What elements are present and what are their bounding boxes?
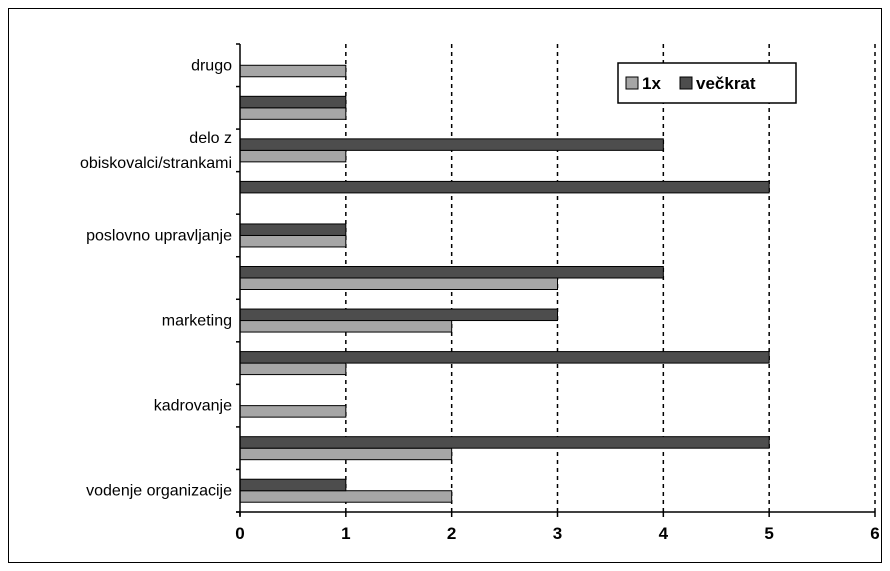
bar-veckrat-7	[239, 180, 770, 194]
bar-1x-8	[239, 149, 347, 163]
legend-swatch-1x	[625, 76, 639, 90]
x-tick-label-3: 3	[553, 524, 562, 543]
x-tick-label-6: 6	[870, 524, 879, 543]
x-tick-label-5: 5	[764, 524, 773, 543]
bar-1x-9	[239, 107, 347, 120]
bar-1x-2	[239, 405, 347, 418]
legend-label-veckrat: večkrat	[696, 74, 756, 93]
bar-veckrat-8	[239, 138, 664, 151]
x-tick-label-0: 0	[235, 524, 244, 543]
bar-veckrat-5	[239, 266, 664, 279]
category-label-0: vodenje organizacije	[86, 483, 232, 500]
x-tick-label-2: 2	[447, 524, 456, 543]
category-label-6: poslovno upravljanje	[86, 227, 232, 244]
bar-1x-4	[239, 320, 453, 333]
category-label-2: kadrovanje	[154, 398, 232, 415]
category-label-10: drugo	[191, 57, 232, 74]
bar-veckrat-9	[239, 95, 347, 109]
x-tick-label-4: 4	[659, 524, 669, 543]
legend-swatch-veckrat	[679, 76, 693, 90]
bar-veckrat-1	[239, 436, 770, 449]
bar-1x-5	[239, 277, 558, 290]
legend	[617, 62, 797, 104]
bar-1x-6	[239, 234, 347, 248]
bar-1x-0	[239, 490, 453, 503]
bar-1x-1	[239, 447, 453, 461]
bar-veckrat-3	[239, 351, 770, 364]
bar-veckrat-4	[239, 308, 558, 322]
category-label-4: marketing	[162, 313, 232, 330]
bar-veckrat-6	[239, 223, 347, 236]
x-tick-label-1: 1	[341, 524, 350, 543]
bar-1x-10	[239, 64, 347, 78]
bar-veckrat-0	[239, 478, 347, 492]
category-label-8: delo z obiskovalci/strankami	[80, 130, 232, 172]
legend-label-1x: 1x	[642, 74, 661, 93]
bar-1x-3	[239, 362, 347, 376]
